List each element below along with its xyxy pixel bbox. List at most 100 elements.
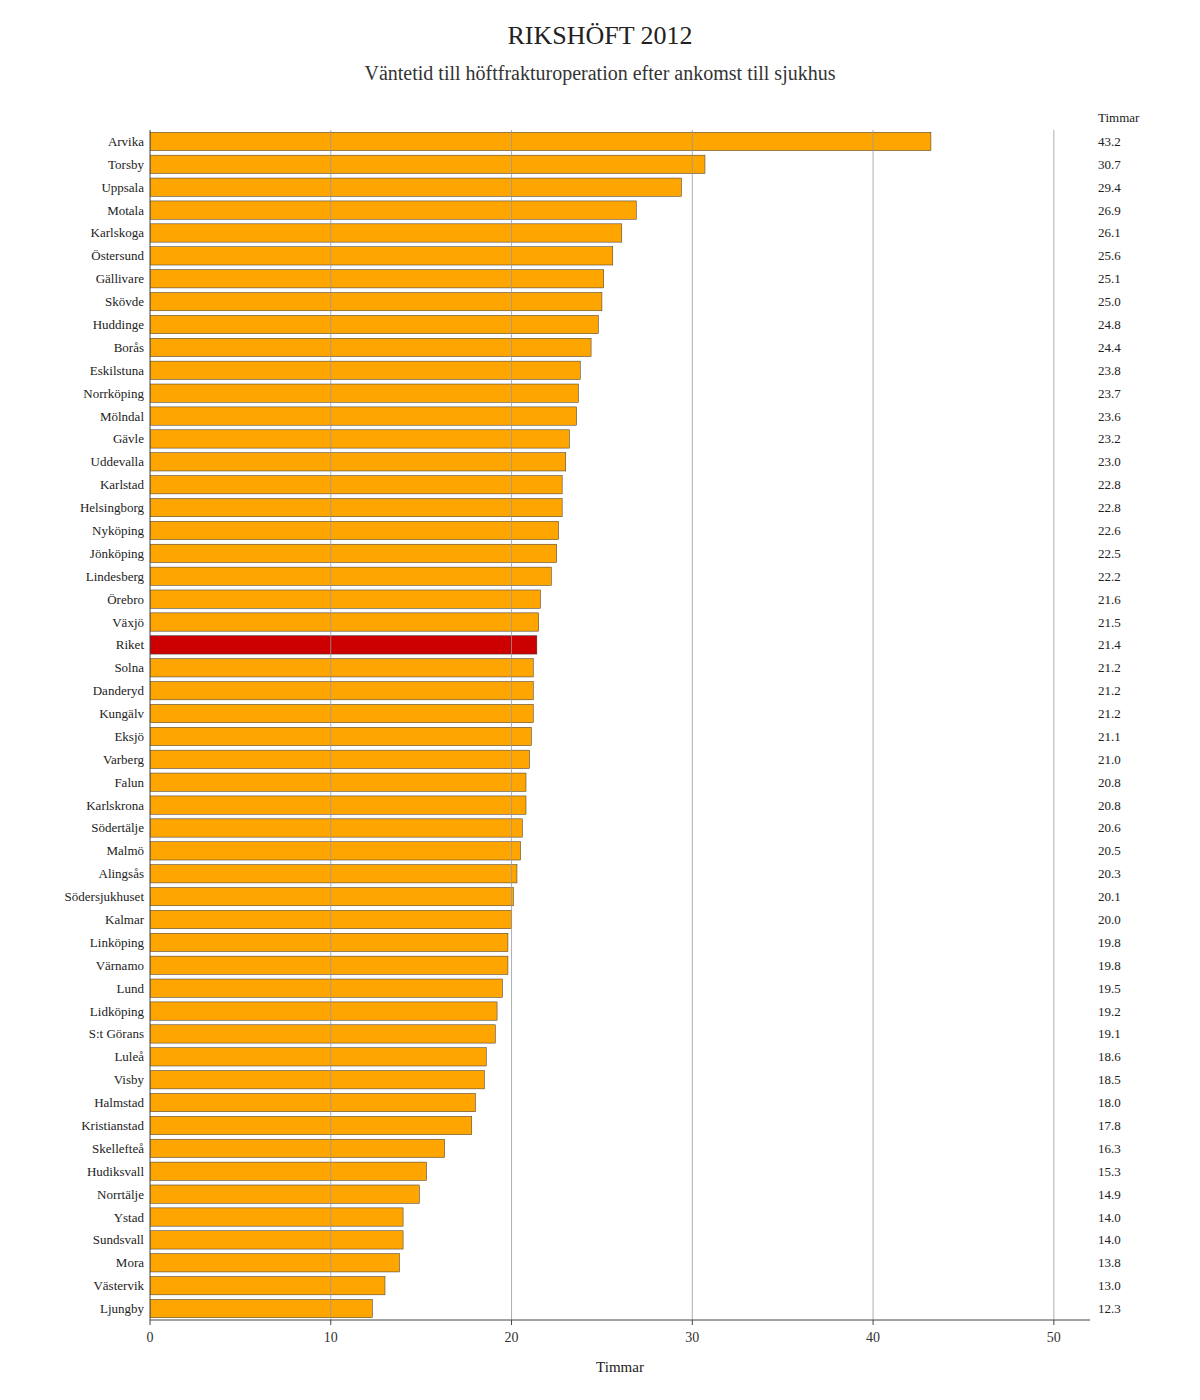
- grid-line: [1053, 130, 1054, 1320]
- data-label: 14.9: [1098, 1187, 1121, 1202]
- data-label: 26.9: [1098, 203, 1121, 218]
- bar: [150, 796, 526, 814]
- bar: [150, 453, 566, 471]
- bar: [150, 1162, 427, 1180]
- y-tick-label: Torsby: [108, 157, 144, 172]
- y-tick-labels: ArvikaTorsbyUppsalaMotalaKarlskogaÖsters…: [65, 134, 145, 1316]
- data-label: 18.6: [1098, 1049, 1121, 1064]
- y-tick-label: S:t Görans: [89, 1026, 144, 1041]
- y-tick-label: Varberg: [103, 752, 144, 767]
- bar: [150, 132, 931, 150]
- x-tick-label: 40: [866, 1330, 880, 1345]
- axes: 01020304050: [147, 130, 1091, 1345]
- y-tick-label: Värnamo: [96, 958, 144, 973]
- y-tick-label: Västervik: [93, 1278, 144, 1293]
- data-label: 16.3: [1098, 1141, 1121, 1156]
- y-tick-label: Norrtälje: [97, 1187, 144, 1202]
- y-tick-label: Södersjukhuset: [65, 889, 145, 904]
- data-label: 25.1: [1098, 271, 1121, 286]
- bar: [150, 1116, 472, 1134]
- grid-line: [330, 130, 331, 1320]
- data-label: 19.1: [1098, 1026, 1121, 1041]
- y-tick-label: Solna: [114, 660, 144, 675]
- bar: [150, 544, 557, 562]
- bar: [150, 727, 531, 745]
- annotation: Timmar: [1098, 110, 1140, 125]
- title: RIKSHÖFT 2012: [507, 21, 692, 50]
- data-label: 29.4: [1098, 180, 1121, 195]
- bar: [150, 933, 508, 951]
- y-tick-label: Arvika: [108, 134, 144, 149]
- x-tick: [330, 1320, 331, 1325]
- data-label: 14.0: [1098, 1210, 1121, 1225]
- bar: [150, 1071, 484, 1089]
- y-tick-label: Östersund: [91, 248, 144, 263]
- y-tick-label: Falun: [114, 775, 144, 790]
- bar: [150, 476, 562, 494]
- bar: [150, 842, 521, 860]
- bar: [150, 498, 562, 516]
- y-tick-label: Lund: [117, 981, 145, 996]
- bar: [150, 1048, 486, 1066]
- y-tick-label: Gävle: [113, 431, 144, 446]
- y-tick-label: Danderyd: [93, 683, 145, 698]
- bar: [150, 270, 604, 288]
- data-label: 22.8: [1098, 477, 1121, 492]
- data-label: 23.2: [1098, 431, 1121, 446]
- data-label: 19.8: [1098, 935, 1121, 950]
- bar: [150, 1025, 495, 1043]
- bar: [150, 979, 503, 997]
- y-tick-label: Ljungby: [100, 1301, 145, 1316]
- data-label: 22.2: [1098, 569, 1121, 584]
- bar: [150, 201, 636, 219]
- bar: [150, 1299, 372, 1317]
- y-tick-label: Skövde: [105, 294, 144, 309]
- data-label: 19.5: [1098, 981, 1121, 996]
- y-axis-line: [150, 130, 151, 1320]
- y-tick-label: Nyköping: [92, 523, 145, 538]
- x-tick: [873, 1320, 874, 1325]
- y-tick-label: Helsingborg: [80, 500, 145, 515]
- data-label: 17.8: [1098, 1118, 1121, 1133]
- y-tick-label: Karlskrona: [86, 798, 144, 813]
- data-label: 22.6: [1098, 523, 1121, 538]
- bar: [150, 659, 533, 677]
- data-label: 18.5: [1098, 1072, 1121, 1087]
- data-label: 23.8: [1098, 363, 1121, 378]
- bar: [150, 567, 551, 585]
- x-tick: [150, 1320, 151, 1325]
- grid-line: [511, 130, 512, 1320]
- bar: [150, 521, 559, 539]
- x-tick-label: 0: [147, 1330, 154, 1345]
- data-label: 21.1: [1098, 729, 1121, 744]
- y-tick-label: Örebro: [107, 592, 144, 607]
- bar: [150, 1093, 475, 1111]
- chart: RIKSHÖFT 2012Väntetid till höftfrakturop…: [0, 0, 1200, 1400]
- x-tick-label: 10: [324, 1330, 338, 1345]
- y-tick-label: Sundsvall: [93, 1232, 145, 1247]
- x-axis-line: [150, 1320, 1090, 1321]
- data-label: 20.6: [1098, 820, 1121, 835]
- bar: [150, 1002, 497, 1020]
- bar: [150, 682, 533, 700]
- data-label: 19.8: [1098, 958, 1121, 973]
- y-tick-label: Växjö: [112, 615, 144, 630]
- data-label: 23.0: [1098, 454, 1121, 469]
- y-tick-label: Lidköping: [90, 1004, 145, 1019]
- data-label: 20.3: [1098, 866, 1121, 881]
- data-label: 22.5: [1098, 546, 1121, 561]
- data-label: 20.0: [1098, 912, 1121, 927]
- data-label: 23.6: [1098, 409, 1121, 424]
- bar: [150, 1254, 399, 1272]
- data-label: 21.2: [1098, 683, 1121, 698]
- y-tick-label: Visby: [114, 1072, 145, 1087]
- data-label: 25.0: [1098, 294, 1121, 309]
- bar: [150, 1185, 419, 1203]
- x-axis-label: Timmar: [596, 1359, 644, 1375]
- bar: [150, 361, 580, 379]
- y-tick-label: Ystad: [114, 1210, 145, 1225]
- bar: [150, 338, 591, 356]
- bar: [150, 1208, 403, 1226]
- bar: [150, 750, 530, 768]
- data-label: 13.0: [1098, 1278, 1121, 1293]
